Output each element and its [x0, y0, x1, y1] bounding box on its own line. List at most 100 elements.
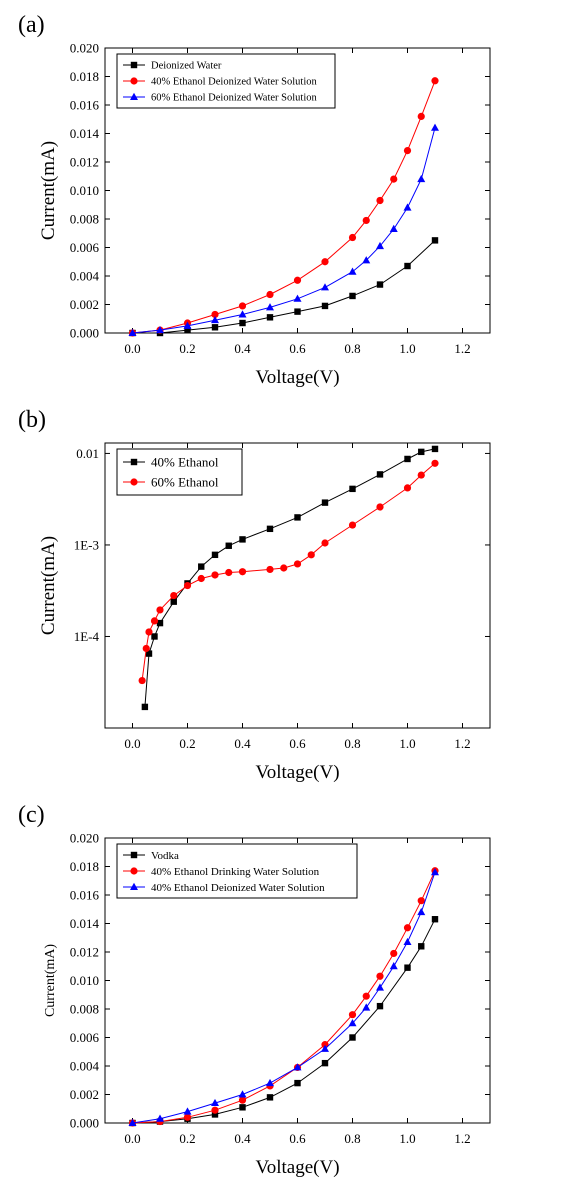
legend-marker — [130, 851, 138, 859]
y-axis-label: Current(mA) — [38, 536, 59, 635]
y-tick-label: 0.002 — [70, 297, 99, 312]
x-tick-label: 1.2 — [454, 736, 470, 751]
y-tick-label: 0.008 — [70, 1002, 99, 1017]
data-point — [156, 325, 164, 334]
data-point — [389, 224, 398, 232]
y-tick-label: 0.006 — [70, 240, 100, 255]
data-point — [403, 937, 412, 946]
data-point — [183, 1107, 192, 1115]
data-point — [128, 328, 137, 336]
x-tick-label: 0.8 — [344, 1131, 360, 1146]
x-tick-label: 0.6 — [289, 341, 306, 356]
y-tick-label: 0.004 — [70, 1059, 100, 1074]
y-tick-label: 0.006 — [70, 1030, 100, 1045]
data-point — [321, 283, 329, 291]
y-tick-label: 0.000 — [70, 1116, 99, 1131]
x-tick-label: 1.0 — [399, 341, 415, 356]
data-point — [321, 1059, 329, 1067]
data-point — [321, 499, 329, 506]
legend-label: Vodka — [151, 850, 179, 862]
data-point — [403, 203, 412, 211]
y-tick-label: 0.014 — [70, 916, 100, 931]
data-point — [390, 949, 398, 958]
data-point — [321, 302, 329, 310]
y-tick-label: 0.002 — [70, 1087, 99, 1102]
x-tick-label: 0.0 — [124, 1131, 140, 1146]
data-point — [417, 174, 426, 183]
data-point — [376, 972, 384, 980]
data-point — [211, 324, 219, 331]
y-tick-label: 0.018 — [70, 69, 99, 84]
data-point — [390, 175, 398, 183]
data-point — [170, 591, 178, 600]
data-point — [431, 123, 439, 131]
data-point — [376, 471, 384, 478]
data-point — [211, 315, 219, 324]
y-tick-label: 0.012 — [70, 945, 99, 960]
y-tick-label: 0.012 — [70, 155, 99, 170]
data-point — [376, 983, 384, 991]
data-point — [403, 924, 412, 932]
data-point — [183, 1113, 192, 1121]
data-point — [376, 196, 384, 205]
legend-marker — [130, 458, 138, 466]
legend-marker — [130, 882, 138, 890]
y-tick-label: 0.016 — [70, 98, 100, 113]
data-point — [362, 256, 371, 264]
y-tick-label: 0.016 — [70, 888, 100, 903]
data-point — [348, 233, 357, 242]
data-point — [389, 962, 398, 970]
data-point — [307, 551, 315, 559]
data-point — [238, 1096, 247, 1104]
data-point — [349, 485, 356, 493]
series-line — [132, 918, 436, 1124]
data-point — [238, 302, 247, 310]
data-point — [431, 916, 439, 923]
data-point — [128, 1118, 137, 1126]
data-point — [151, 633, 158, 640]
series-group — [128, 123, 439, 336]
chart-panel-b: (b) 0.0 0.2 0.4 0.6 0.8 1.0 1.2 1E-4 1E-3 0.01 Vol… — [0, 395, 572, 790]
data-point — [184, 326, 191, 334]
data-point — [431, 445, 439, 453]
series-line — [132, 127, 436, 334]
data-point — [293, 560, 302, 568]
chart-panel-a: (a) 0.0 0.2 0.4 0.6 0.8 1.0 1.2 0.000 0.002 0.004… — [0, 0, 572, 395]
data-point — [417, 112, 425, 120]
data-point — [211, 1098, 219, 1107]
data-point — [404, 455, 411, 463]
x-tick-label: 0.8 — [344, 736, 360, 751]
y-tick-label: 1E-3 — [74, 537, 99, 552]
data-point — [293, 294, 302, 302]
x-tick-label: 0.4 — [234, 1131, 251, 1146]
x-tick-label: 0.2 — [179, 341, 195, 356]
data-point — [362, 216, 370, 225]
data-point — [294, 308, 301, 315]
y-tick-label: 0.018 — [70, 859, 99, 874]
x-tick-label: 1.2 — [454, 341, 470, 356]
series-group — [128, 867, 439, 1127]
data-point — [376, 1002, 384, 1010]
legend-marker — [130, 61, 138, 69]
data-point — [211, 310, 219, 319]
data-point — [348, 1019, 357, 1027]
data-point — [349, 292, 356, 300]
data-point — [417, 471, 425, 479]
series-line — [132, 870, 436, 1124]
data-point — [239, 1104, 246, 1111]
legend-label: 60% Ethanol Deionized Water Solution — [151, 93, 318, 104]
series-group — [129, 916, 439, 1127]
legend-label: Deionized Water — [151, 61, 222, 72]
data-point — [238, 1090, 247, 1098]
data-point — [431, 459, 439, 467]
panel-label: (c) — [18, 802, 45, 828]
data-point — [376, 281, 384, 288]
y-tick-label: 1E-4 — [74, 629, 100, 644]
data-point — [266, 290, 274, 299]
data-point — [156, 619, 164, 627]
x-tick-label: 1.0 — [399, 736, 415, 751]
data-point — [417, 897, 425, 905]
data-point — [156, 606, 164, 614]
data-point — [294, 514, 301, 521]
y-tick-label: 0.020 — [70, 831, 99, 846]
